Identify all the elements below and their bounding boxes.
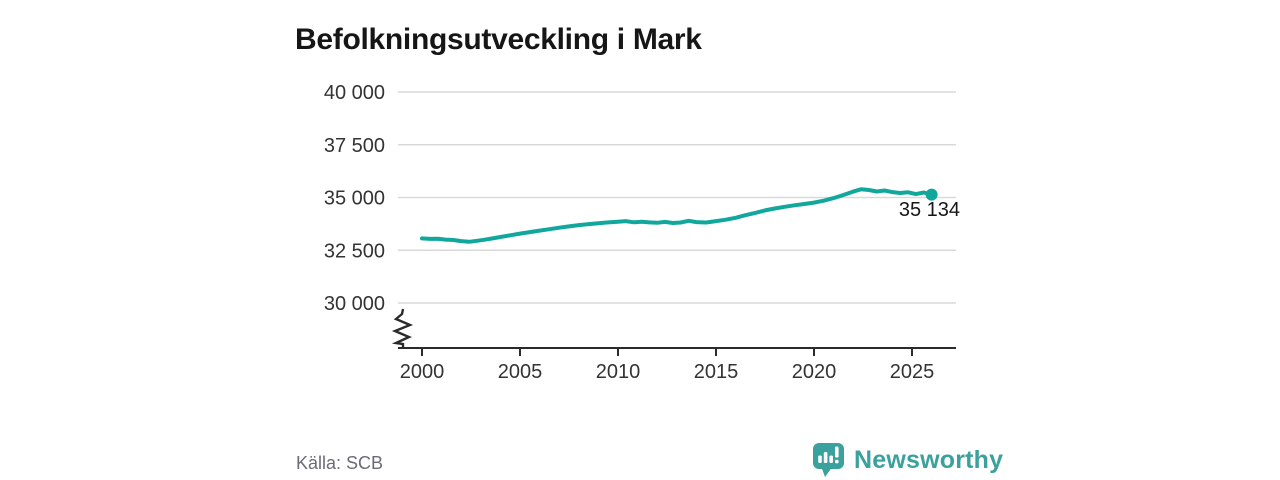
x-tick-label: 2005	[498, 361, 543, 383]
x-tick-label: 2015	[694, 361, 739, 383]
logo-bubble-tail	[821, 466, 833, 477]
latest-value-label: 35 134	[899, 199, 960, 221]
newsworthy-brand: Newsworthy	[812, 442, 1003, 479]
x-tick-label: 2020	[792, 361, 837, 383]
logo-exclamation-bar	[835, 446, 839, 458]
logo-bar-1	[818, 455, 822, 463]
source-note: Källa: SCB	[296, 453, 384, 473]
axis-break-icon	[391, 308, 414, 349]
newsworthy-logo-icon	[813, 443, 844, 477]
y-tick-label: 30 000	[324, 293, 385, 315]
population-line-chart: 40 000 37 500 35 000 32 500 30 000 35 134 2000…	[324, 82, 960, 383]
logo-exclamation-dot	[835, 459, 839, 464]
y-tick-label: 37 500	[324, 135, 385, 157]
y-tick-label: 35 000	[324, 188, 385, 210]
chart-title: Befolkningsutveckling i Mark	[295, 23, 702, 57]
x-tick-label: 2010	[596, 361, 641, 383]
latest-value-dot	[925, 188, 938, 201]
logo-bar-2	[823, 452, 828, 463]
logo-bar-3	[829, 455, 833, 463]
logo-bubble	[813, 443, 844, 469]
y-tick-label: 40 000	[324, 82, 385, 104]
population-line	[420, 187, 934, 244]
x-tick-label: 2000	[400, 361, 445, 383]
x-tick-label: 2025	[890, 361, 935, 383]
newsworthy-wordmark: Newsworthy	[854, 446, 1004, 474]
y-tick-label: 32 500	[324, 240, 385, 262]
